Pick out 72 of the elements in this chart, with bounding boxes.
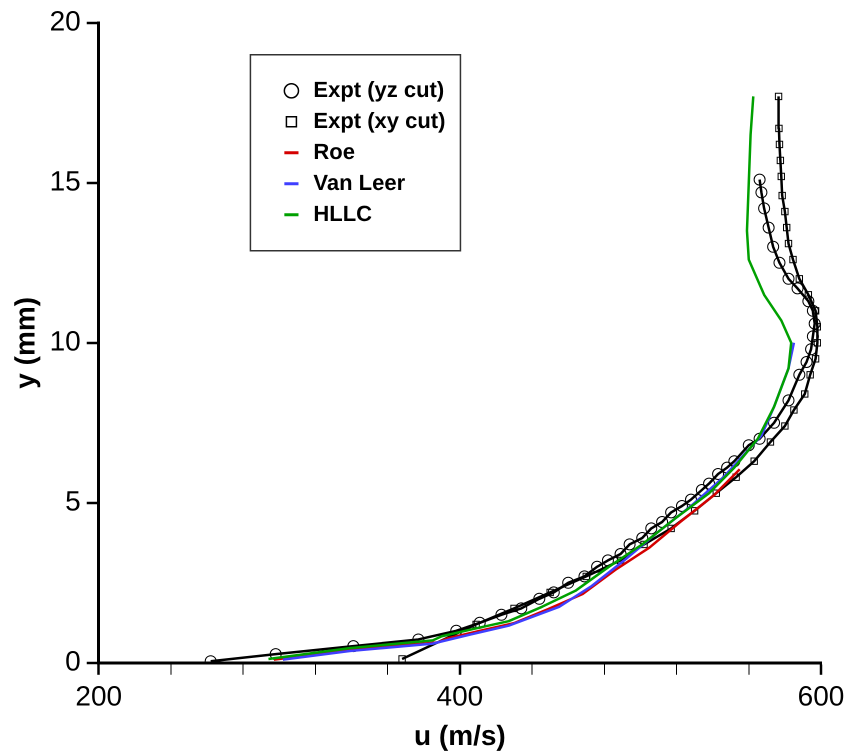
point xyxy=(750,458,758,465)
point xyxy=(548,586,560,598)
point xyxy=(665,506,678,518)
x-tick-label: 400 xyxy=(436,680,484,712)
point xyxy=(784,240,792,248)
point xyxy=(778,172,785,180)
point xyxy=(676,500,688,512)
point xyxy=(742,439,755,452)
legend-label: Roe xyxy=(313,138,355,164)
legend-label: Expt (yz cut) xyxy=(313,76,444,102)
point xyxy=(754,174,766,186)
point xyxy=(712,468,724,480)
point xyxy=(766,438,774,446)
point xyxy=(591,560,604,573)
point xyxy=(781,208,789,216)
point xyxy=(578,570,590,582)
point xyxy=(806,371,814,378)
y-tick-label: 0 xyxy=(65,646,81,677)
point xyxy=(800,356,813,368)
point xyxy=(758,202,770,214)
point xyxy=(776,156,784,164)
point xyxy=(808,318,821,330)
point xyxy=(776,140,784,148)
point xyxy=(805,343,818,356)
point xyxy=(640,540,648,548)
x-tick-label: 600 xyxy=(798,680,844,712)
point xyxy=(495,608,508,621)
point xyxy=(768,416,780,429)
point xyxy=(624,538,636,550)
point xyxy=(801,390,808,398)
point xyxy=(690,507,698,514)
legend-label: Expt (xy cut) xyxy=(313,108,446,133)
point xyxy=(712,490,720,497)
point xyxy=(515,602,528,614)
point xyxy=(806,304,819,317)
point xyxy=(510,604,518,612)
point xyxy=(774,92,782,100)
point xyxy=(793,368,806,381)
point xyxy=(773,256,786,269)
point xyxy=(778,192,786,200)
point xyxy=(762,222,775,234)
y-tick-label: 10 xyxy=(50,326,81,357)
point xyxy=(782,394,794,406)
point xyxy=(562,576,574,589)
point xyxy=(767,240,780,253)
y-tick-label: 15 xyxy=(50,166,81,197)
y-axis-title: y (mm) xyxy=(10,296,41,389)
point xyxy=(754,432,766,445)
x-tick-label: 200 xyxy=(75,680,122,712)
x-axis-title: u (m/s) xyxy=(414,720,506,751)
point xyxy=(789,256,797,264)
point xyxy=(775,124,783,132)
point xyxy=(732,474,740,481)
point xyxy=(755,186,768,198)
point xyxy=(781,422,789,430)
point xyxy=(804,291,812,298)
legend-label: HLLC xyxy=(313,200,372,226)
point xyxy=(796,275,804,282)
point xyxy=(645,522,658,534)
point xyxy=(802,295,814,308)
y-tick-label: 20 xyxy=(50,6,81,37)
point xyxy=(806,330,819,342)
point xyxy=(782,272,794,285)
y-tick-label: 5 xyxy=(65,486,81,517)
point xyxy=(667,524,675,532)
point xyxy=(814,339,821,346)
point xyxy=(812,355,820,362)
point xyxy=(792,282,804,294)
point xyxy=(790,406,798,414)
point xyxy=(533,592,546,605)
legend-label: Van Leer xyxy=(313,170,406,195)
point xyxy=(783,224,790,232)
